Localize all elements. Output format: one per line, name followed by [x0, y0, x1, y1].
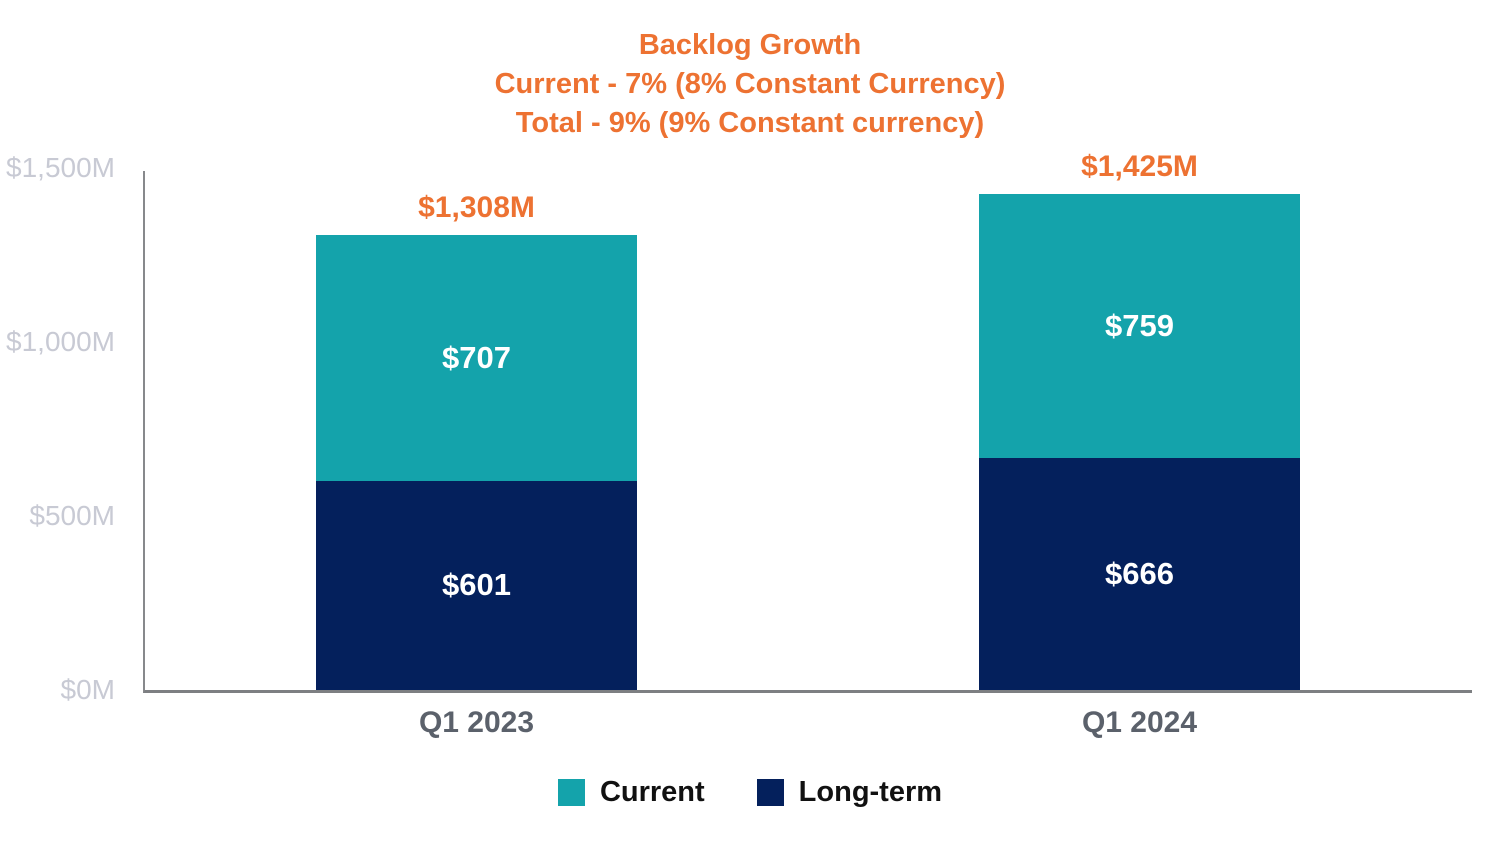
x-axis-label-q1-2024: Q1 2024: [1081, 706, 1198, 739]
segment-value-label: $601: [442, 567, 511, 603]
y-axis-tick-1500: $1,500M: [6, 152, 115, 183]
plot-area: $1,500M $1,000M $500M $0M $1,308M $707 $…: [6, 150, 1472, 739]
y-axis-tick-1000: $1,000M: [6, 326, 115, 357]
bar-segment-longterm-q1-2024: $666: [979, 458, 1300, 690]
chart-title-line-3: Total - 9% (9% Constant currency): [515, 107, 985, 139]
chart-title-line-1: Backlog Growth: [638, 29, 862, 61]
bar-segment-current-q1-2023: $707: [316, 234, 637, 481]
legend-item-current: Current: [557, 776, 705, 809]
bar-q1-2024: $1,425M $759 $666 Q1 2024: [979, 150, 1300, 739]
legend-swatch-current-icon: [557, 779, 585, 806]
chart-legend: Current Long-term: [0, 776, 1500, 809]
chart-title: Backlog Growth Current - 7% (8% Constant…: [0, 26, 1500, 143]
legend-swatch-longterm-icon: [756, 779, 784, 806]
y-axis-tick-500: $500M: [29, 500, 115, 531]
legend-item-longterm: Long-term: [756, 776, 943, 809]
bar-q1-2023: $1,308M $707 $601 Q1 2023: [316, 191, 637, 739]
bar-segment-longterm-q1-2023: $601: [316, 480, 637, 690]
legend-label-current: Current: [599, 776, 705, 808]
bar-total-label-q1-2024: $1,425M: [1081, 150, 1198, 184]
segment-value-label: $666: [1105, 556, 1174, 592]
bar-segment-current-q1-2024: $759: [979, 194, 1300, 459]
segment-value-label: $707: [442, 339, 511, 375]
x-axis-label-q1-2023: Q1 2023: [418, 706, 535, 739]
y-axis-tick-0: $0M: [60, 674, 115, 705]
bar-total-label-q1-2023: $1,308M: [418, 190, 535, 224]
legend-label-longterm: Long-term: [798, 776, 943, 808]
segment-value-label: $759: [1105, 308, 1174, 344]
chart-title-line-2: Current - 7% (8% Constant Currency): [494, 68, 1006, 100]
